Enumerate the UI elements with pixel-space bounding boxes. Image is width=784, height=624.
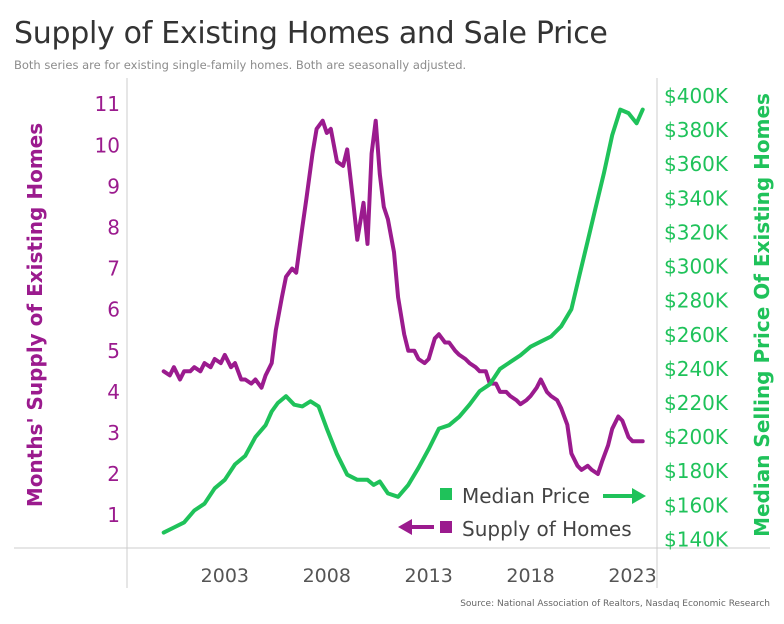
legend-price-swatch [440, 488, 452, 500]
right-y-tick-label: $400K [664, 84, 729, 108]
legend-price-arrowhead-icon [632, 488, 646, 504]
legend-price-label: Median Price [462, 484, 590, 508]
right-y-axis-label: Median Selling Price Of Existing Homes [750, 93, 774, 537]
right-y-tick-label: $360K [664, 152, 729, 176]
series-layer [161, 107, 645, 535]
left-y-tick-label: 6 [107, 298, 120, 322]
right-y-tick-label: $280K [664, 289, 729, 313]
left-y-tick-label: 7 [107, 257, 120, 281]
legend-supply-label: Supply of Homes [462, 517, 632, 541]
supply-series-line [161, 118, 645, 476]
left-y-ticks: 1 2 3 4 5 6 7 8 9 10 11 [95, 92, 120, 527]
source-note: Source: National Association of Realtors… [460, 599, 770, 609]
left-y-tick-label: 8 [107, 215, 120, 239]
right-y-tick-label: $340K [664, 186, 729, 210]
x-tick-label: 2003 [201, 565, 249, 587]
right-y-tick-label: $200K [664, 425, 729, 449]
x-tick-label: 2023 [608, 565, 656, 587]
x-ticks: 2003 2008 2013 2018 2023 [201, 565, 657, 587]
price-series-line [161, 107, 645, 535]
legend: Median Price Supply of Homes [398, 484, 646, 541]
right-y-tick-label: $300K [664, 255, 729, 279]
legend-supply-swatch [440, 521, 452, 533]
x-tick-label: 2018 [506, 565, 554, 587]
right-y-tick-label: $140K [664, 527, 729, 551]
right-y-tick-label: $320K [664, 220, 729, 244]
left-y-tick-label: 5 [107, 339, 120, 363]
left-y-tick-label: 2 [107, 462, 120, 486]
chart-title: Supply of Existing Homes and Sale Price [14, 16, 608, 51]
right-y-tick-label: $180K [664, 459, 729, 483]
left-y-tick-label: 3 [107, 421, 120, 445]
left-y-tick-label: 9 [107, 174, 120, 198]
right-y-tick-label: $240K [664, 357, 729, 381]
right-y-ticks: $140K $160K $180K $200K $220K $240K $260K $280K… [664, 84, 729, 551]
left-y-tick-label: 10 [95, 133, 120, 157]
right-y-tick-label: $260K [664, 323, 729, 347]
right-y-tick-label: $220K [664, 391, 729, 415]
x-tick-label: 2013 [405, 565, 453, 587]
chart-subtitle: Both series are for existing single-fami… [14, 58, 467, 72]
x-tick-label: 2008 [303, 565, 351, 587]
left-y-axis-label: Months' Supply of Existing Homes [23, 123, 47, 507]
left-y-tick-label: 1 [107, 503, 120, 527]
left-y-tick-label: 4 [107, 380, 120, 404]
left-y-tick-label: 11 [95, 92, 120, 116]
right-y-tick-label: $380K [664, 118, 729, 142]
legend-supply-arrowhead-icon [398, 519, 412, 535]
right-y-tick-label: $160K [664, 493, 729, 517]
axes-layer [14, 78, 770, 588]
